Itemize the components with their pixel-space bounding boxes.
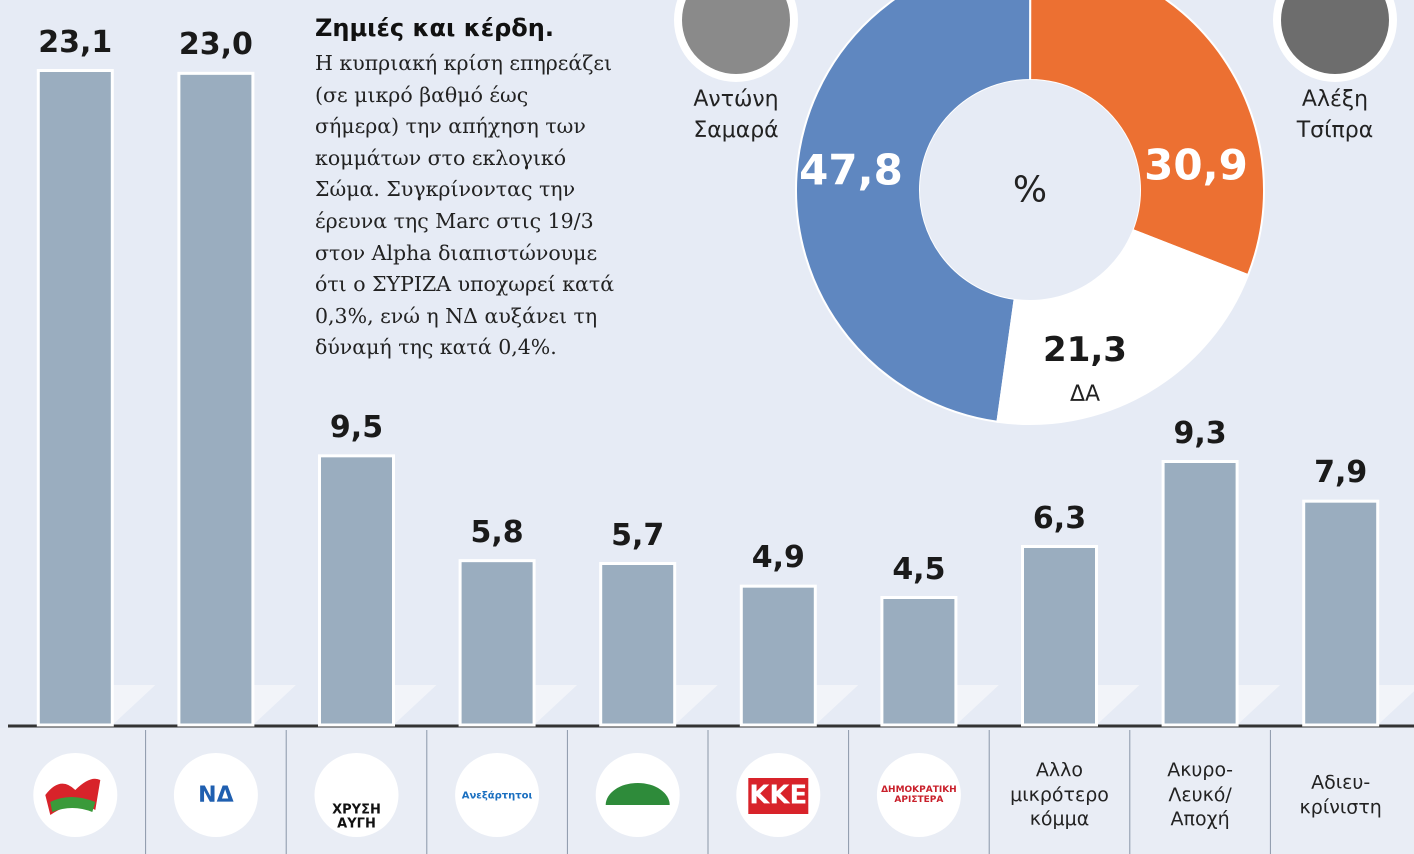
category-label: Αδιευ- κρίνιστη: [1299, 771, 1382, 818]
logo-icon: [605, 783, 670, 805]
bar: [739, 584, 817, 727]
logo-icon: [50, 797, 96, 812]
slice-label: 30,9: [1144, 140, 1248, 190]
donut-hole: [920, 80, 1140, 300]
bar: [1302, 499, 1380, 727]
value-label: 9,3: [1173, 415, 1227, 451]
bar-shadow: [674, 685, 718, 725]
logo-icon: [748, 778, 809, 814]
bar: [880, 596, 958, 727]
value-label: 23,1: [38, 24, 113, 60]
value-label: 9,5: [329, 409, 384, 445]
logo-text: ΔΗΜΟΚΡΑΤΙΚΗ ΑΡΙΣΤΕΡΑ: [881, 785, 957, 805]
subtitle: Η κυπριακή κρίση επηρεάζει (σε μικρό βαθ…: [315, 51, 615, 360]
bar-shadow: [1096, 685, 1140, 725]
value-label: 5,8: [470, 514, 524, 550]
bar: [458, 559, 536, 727]
slice-name: ΔΑ: [1069, 382, 1101, 407]
logo-text: ΝΔ: [198, 782, 234, 808]
bar-shadow: [252, 685, 296, 725]
bar: [1161, 460, 1239, 727]
slice-label: 21,3: [1043, 330, 1127, 370]
value-label: 23,0: [178, 27, 253, 63]
title: Ζημιές και κέρδη.: [315, 14, 554, 42]
photo: [1281, 0, 1389, 74]
category-label: Αλλο μικρότερο κόμμα: [1010, 758, 1109, 831]
logo-circle: [876, 753, 961, 837]
logo-circle: [173, 753, 258, 837]
bar: [1021, 545, 1098, 727]
photo: [682, 0, 790, 74]
logo-text: ΧΡΥΣΗ ΑΥΓΗ: [332, 802, 381, 832]
value-label: 6,3: [1032, 500, 1087, 536]
value-label: 7,9: [1314, 455, 1368, 491]
bar-shadow: [534, 685, 578, 725]
value-label: 4,9: [751, 540, 805, 576]
bar-shadow: [112, 685, 156, 725]
bar-shadow: [1377, 685, 1414, 725]
value-label: 5,7: [611, 517, 665, 553]
category-label: Ακυρο- Λευκό/ Αποχή: [1167, 758, 1233, 831]
logo-circle: [455, 753, 540, 837]
bar-shadow: [955, 685, 999, 725]
bar-shadow: [393, 685, 437, 725]
slice-name: Αντώνη Σαμαρά: [693, 87, 779, 143]
bar: [599, 562, 677, 727]
bar: [318, 454, 395, 727]
logo-text: ΚΚΕ: [749, 780, 808, 811]
bar: [36, 69, 114, 727]
logo-circle: [314, 753, 399, 837]
bar-shadow: [815, 685, 859, 725]
bar: [177, 71, 255, 727]
center-label: %: [1012, 169, 1048, 211]
value-label: 4,5: [892, 551, 946, 587]
logo-text: Ανεξάρτητοι: [461, 790, 533, 802]
slice-name: Αλέξη Τσίπρα: [1296, 87, 1374, 143]
bar-shadow: [1237, 685, 1281, 725]
slice-label: 47,8: [799, 145, 903, 195]
